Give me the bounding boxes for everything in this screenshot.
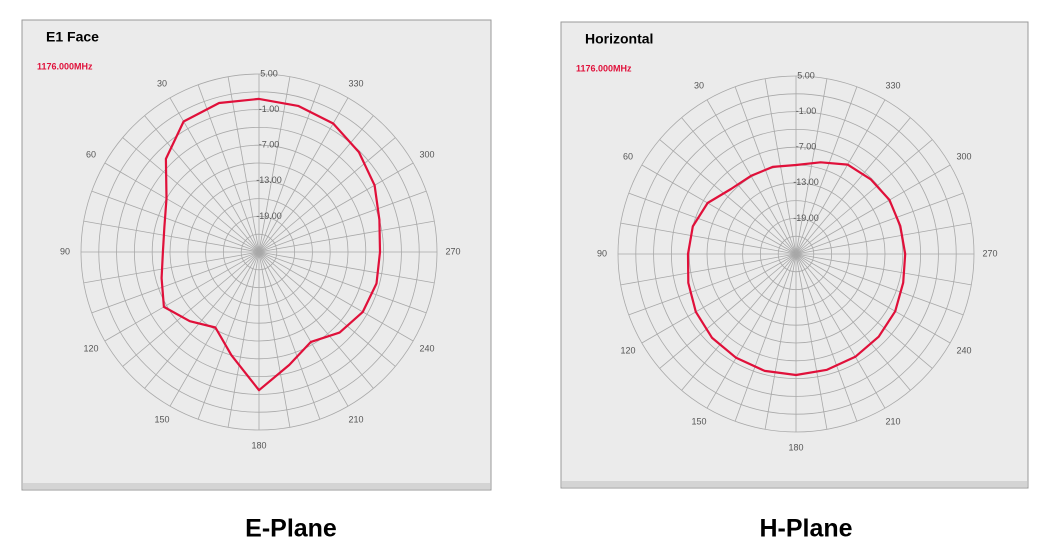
ring <box>187 180 331 324</box>
theta-tick-label: 150 <box>154 414 169 424</box>
legend-entry: 1176.000MHz <box>576 63 632 73</box>
minor-ring <box>169 162 349 342</box>
scrollbar <box>23 483 490 489</box>
r-tick-label: -7.00 <box>259 140 280 150</box>
ring <box>617 75 975 433</box>
r-tick-label: 5.00 <box>260 68 278 78</box>
r-tick-label: -13.00 <box>256 175 282 185</box>
theta-tick-label: 180 <box>251 440 266 450</box>
theta-tick-label: 240 <box>419 343 434 353</box>
theta-tick-label: 60 <box>86 149 96 159</box>
theta-tick-label: 270 <box>445 246 460 256</box>
r-tick-label: -7.00 <box>796 142 817 152</box>
minor-ring <box>133 127 384 377</box>
theta-tick-label: 270 <box>982 248 997 258</box>
ring <box>724 182 868 326</box>
ring <box>760 217 833 290</box>
theta-tick-label: 30 <box>694 80 704 90</box>
scrollbar <box>562 481 1027 487</box>
ring <box>688 146 904 362</box>
theta-tick-label: 300 <box>419 149 434 159</box>
r-tick-label: -19.00 <box>793 213 819 223</box>
ring <box>116 109 402 395</box>
minor-ring <box>98 91 420 413</box>
theta-tick-label: 210 <box>885 416 900 426</box>
r-tick-label: -1.00 <box>259 104 280 114</box>
legend-entry: 1176.000MHz <box>37 61 93 71</box>
r-tick-label: 5.00 <box>797 70 815 80</box>
minor-ring <box>205 198 313 306</box>
theta-tick-label: 120 <box>620 345 635 355</box>
theta-tick-label: 30 <box>157 78 167 88</box>
theta-tick-label: 90 <box>597 248 607 258</box>
minor-ring <box>635 93 957 415</box>
pattern-line <box>160 97 382 392</box>
theta-tick-label: 240 <box>956 345 971 355</box>
theta-tick-label: 300 <box>956 151 971 161</box>
minor-ring <box>671 128 922 379</box>
chart-title: Horizontal <box>585 31 653 47</box>
ring <box>80 73 438 431</box>
caption: H-Plane <box>759 515 852 543</box>
theta-tick-label: 90 <box>60 246 70 256</box>
theta-tick-label: 60 <box>623 151 633 161</box>
pattern-line <box>686 161 907 377</box>
r-tick-label: -13.00 <box>793 177 819 187</box>
ring <box>222 215 295 288</box>
theta-tick-label: 150 <box>691 416 706 426</box>
caption: E-Plane <box>245 515 337 543</box>
theta-tick-label: 330 <box>885 80 900 90</box>
minor-ring <box>742 200 850 308</box>
ring <box>653 111 939 397</box>
theta-tick-label: 210 <box>348 414 363 424</box>
theta-tick-label: 180 <box>788 442 803 452</box>
ring <box>151 144 367 360</box>
r-tick-label: -19.00 <box>256 211 282 221</box>
r-tick-label: -1.00 <box>796 106 817 116</box>
minor-ring <box>777 235 815 273</box>
minor-ring <box>240 233 278 271</box>
chart-title: E1 Face <box>46 29 99 45</box>
theta-tick-label: 330 <box>348 78 363 88</box>
theta-tick-label: 120 <box>83 343 98 353</box>
